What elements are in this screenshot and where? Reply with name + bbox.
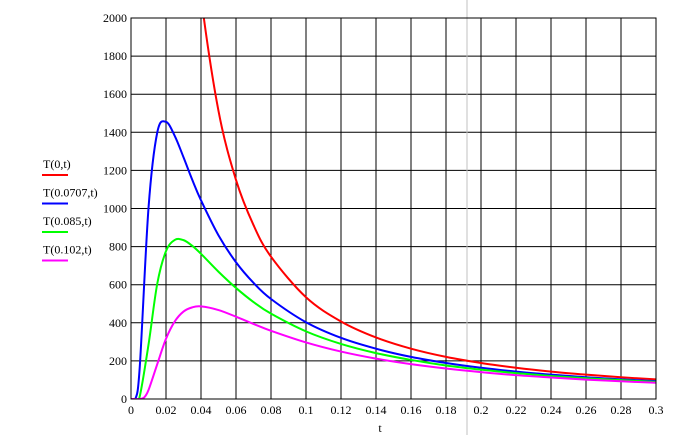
legend-label: T(0.0707,t): [43, 186, 98, 200]
legend-label: T(0,t): [43, 157, 71, 171]
x-tick-label: 0.06: [226, 403, 247, 417]
y-tick-labels: 0 200 400 600 800 1000 1200 1400 1600 1800 2000: [103, 11, 127, 406]
grid: [130, 17, 657, 400]
y-tick-label: 600: [109, 278, 127, 292]
series-line-3: [131, 305, 656, 399]
x-tick-label: 0.1: [299, 403, 314, 417]
x-tick-label: 0.2: [474, 403, 489, 417]
y-tick-label: 800: [109, 240, 127, 254]
x-tick-label: 0.12: [331, 403, 352, 417]
y-tick-label: 1400: [103, 125, 127, 139]
x-tick-label: 0.08: [261, 403, 282, 417]
x-tick-label: 0.28: [611, 403, 632, 417]
x-tick-label: 0.3: [649, 403, 664, 417]
x-tick-labels: 0 0.02 0.04 0.06 0.08 0.1 0.12 0.14 0.16 0.18 0.2 0…: [128, 403, 664, 417]
y-tick-label: 200: [109, 354, 127, 368]
x-tick-label: 0.26: [576, 403, 597, 417]
legend: T(0,t) T(0.0707,t) T(0.085,t) T(0.102,t): [42, 157, 98, 262]
x-tick-label: 0.22: [506, 403, 527, 417]
x-tick-label: 0: [128, 403, 134, 417]
x-tick-label: 0.14: [366, 403, 387, 417]
y-tick-label: 1000: [103, 202, 127, 216]
x-tick-label: 0.02: [156, 403, 177, 417]
x-tick-label: 0.04: [191, 403, 212, 417]
x-axis-label: t: [378, 421, 382, 435]
y-tick-label: 0: [121, 392, 127, 406]
x-tick-label: 0.16: [401, 403, 422, 417]
y-tick-label: 1800: [103, 49, 127, 63]
series-group: [131, 18, 656, 399]
legend-label: T(0.085,t): [43, 214, 92, 228]
y-tick-label: 1600: [103, 87, 127, 101]
series-line-2: [131, 237, 656, 399]
x-tick-label: 0.24: [541, 403, 562, 417]
x-tick-label: 0.18: [436, 403, 457, 417]
y-tick-label: 1200: [103, 163, 127, 177]
y-tick-label: 2000: [103, 11, 127, 25]
series-line-0: [202, 18, 656, 381]
y-tick-label: 400: [109, 316, 127, 330]
legend-label: T(0.102,t): [43, 243, 92, 257]
series-line-1: [131, 120, 656, 399]
plot-frame: [130, 17, 657, 400]
